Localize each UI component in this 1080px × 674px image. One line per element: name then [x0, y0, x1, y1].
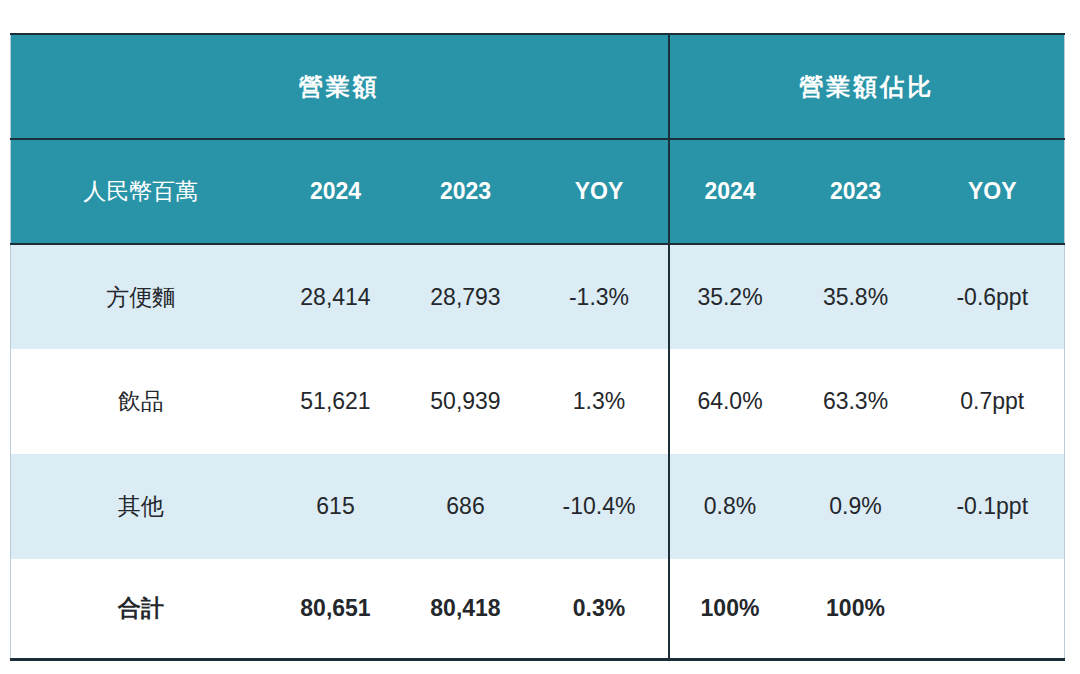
- col-header-unit: 人民幣百萬: [11, 139, 271, 244]
- revenue-2024-value: 51,621: [271, 349, 401, 454]
- col-header-share-2023: 2023: [791, 139, 921, 244]
- share-2023-value: 35.8%: [791, 244, 921, 349]
- share-yoy-value: 0.7ppt: [921, 349, 1065, 454]
- column-header-row: 人民幣百萬 2024 2023 YOY 2024 2023 YOY: [11, 139, 1065, 244]
- row-label: 合計: [11, 559, 271, 659]
- revenue-2024-value: 615: [271, 454, 401, 559]
- revenue-2023-value: 686: [401, 454, 531, 559]
- group-header-revenue-share: 營業額佔比: [669, 34, 1065, 139]
- share-2023-value: 63.3%: [791, 349, 921, 454]
- share-2024-value: 35.2%: [669, 244, 791, 349]
- revenue-2023-value: 50,939: [401, 349, 531, 454]
- col-header-share-2024: 2024: [669, 139, 791, 244]
- revenue-2023-value: 80,418: [401, 559, 531, 659]
- group-header-row: 營業額 營業額佔比: [11, 34, 1065, 139]
- revenue-2024-value: 80,651: [271, 559, 401, 659]
- revenue-2024-value: 28,414: [271, 244, 401, 349]
- col-header-share-yoy: YOY: [921, 139, 1065, 244]
- page: 營業額 營業額佔比 人民幣百萬 2024 2023 YOY 2024 2023 …: [0, 0, 1080, 674]
- col-header-revenue-yoy: YOY: [531, 139, 669, 244]
- table-row-others: 其他 615 686 -10.4% 0.8% 0.9% -0.1ppt: [11, 454, 1065, 559]
- group-header-revenue: 營業額: [11, 34, 669, 139]
- share-2023-value: 100%: [791, 559, 921, 659]
- table-row-total: 合計 80,651 80,418 0.3% 100% 100%: [11, 559, 1065, 659]
- share-2024-value: 64.0%: [669, 349, 791, 454]
- revenue-yoy-value: 1.3%: [531, 349, 669, 454]
- revenue-yoy-value: 0.3%: [531, 559, 669, 659]
- share-yoy-value: -0.6ppt: [921, 244, 1065, 349]
- row-label: 方便麵: [11, 244, 271, 349]
- share-2024-value: 100%: [669, 559, 791, 659]
- revenue-yoy-value: -1.3%: [531, 244, 669, 349]
- share-yoy-value: [921, 559, 1065, 659]
- table-row-instant-noodles: 方便麵 28,414 28,793 -1.3% 35.2% 35.8% -0.6…: [11, 244, 1065, 349]
- revenue-yoy-value: -10.4%: [531, 454, 669, 559]
- row-label: 飲品: [11, 349, 271, 454]
- revenue-table: 營業額 營業額佔比 人民幣百萬 2024 2023 YOY 2024 2023 …: [10, 33, 1065, 661]
- row-label: 其他: [11, 454, 271, 559]
- table-row-beverages: 飲品 51,621 50,939 1.3% 64.0% 63.3% 0.7ppt: [11, 349, 1065, 454]
- revenue-2023-value: 28,793: [401, 244, 531, 349]
- share-2023-value: 0.9%: [791, 454, 921, 559]
- share-yoy-value: -0.1ppt: [921, 454, 1065, 559]
- share-2024-value: 0.8%: [669, 454, 791, 559]
- col-header-revenue-2023: 2023: [401, 139, 531, 244]
- col-header-revenue-2024: 2024: [271, 139, 401, 244]
